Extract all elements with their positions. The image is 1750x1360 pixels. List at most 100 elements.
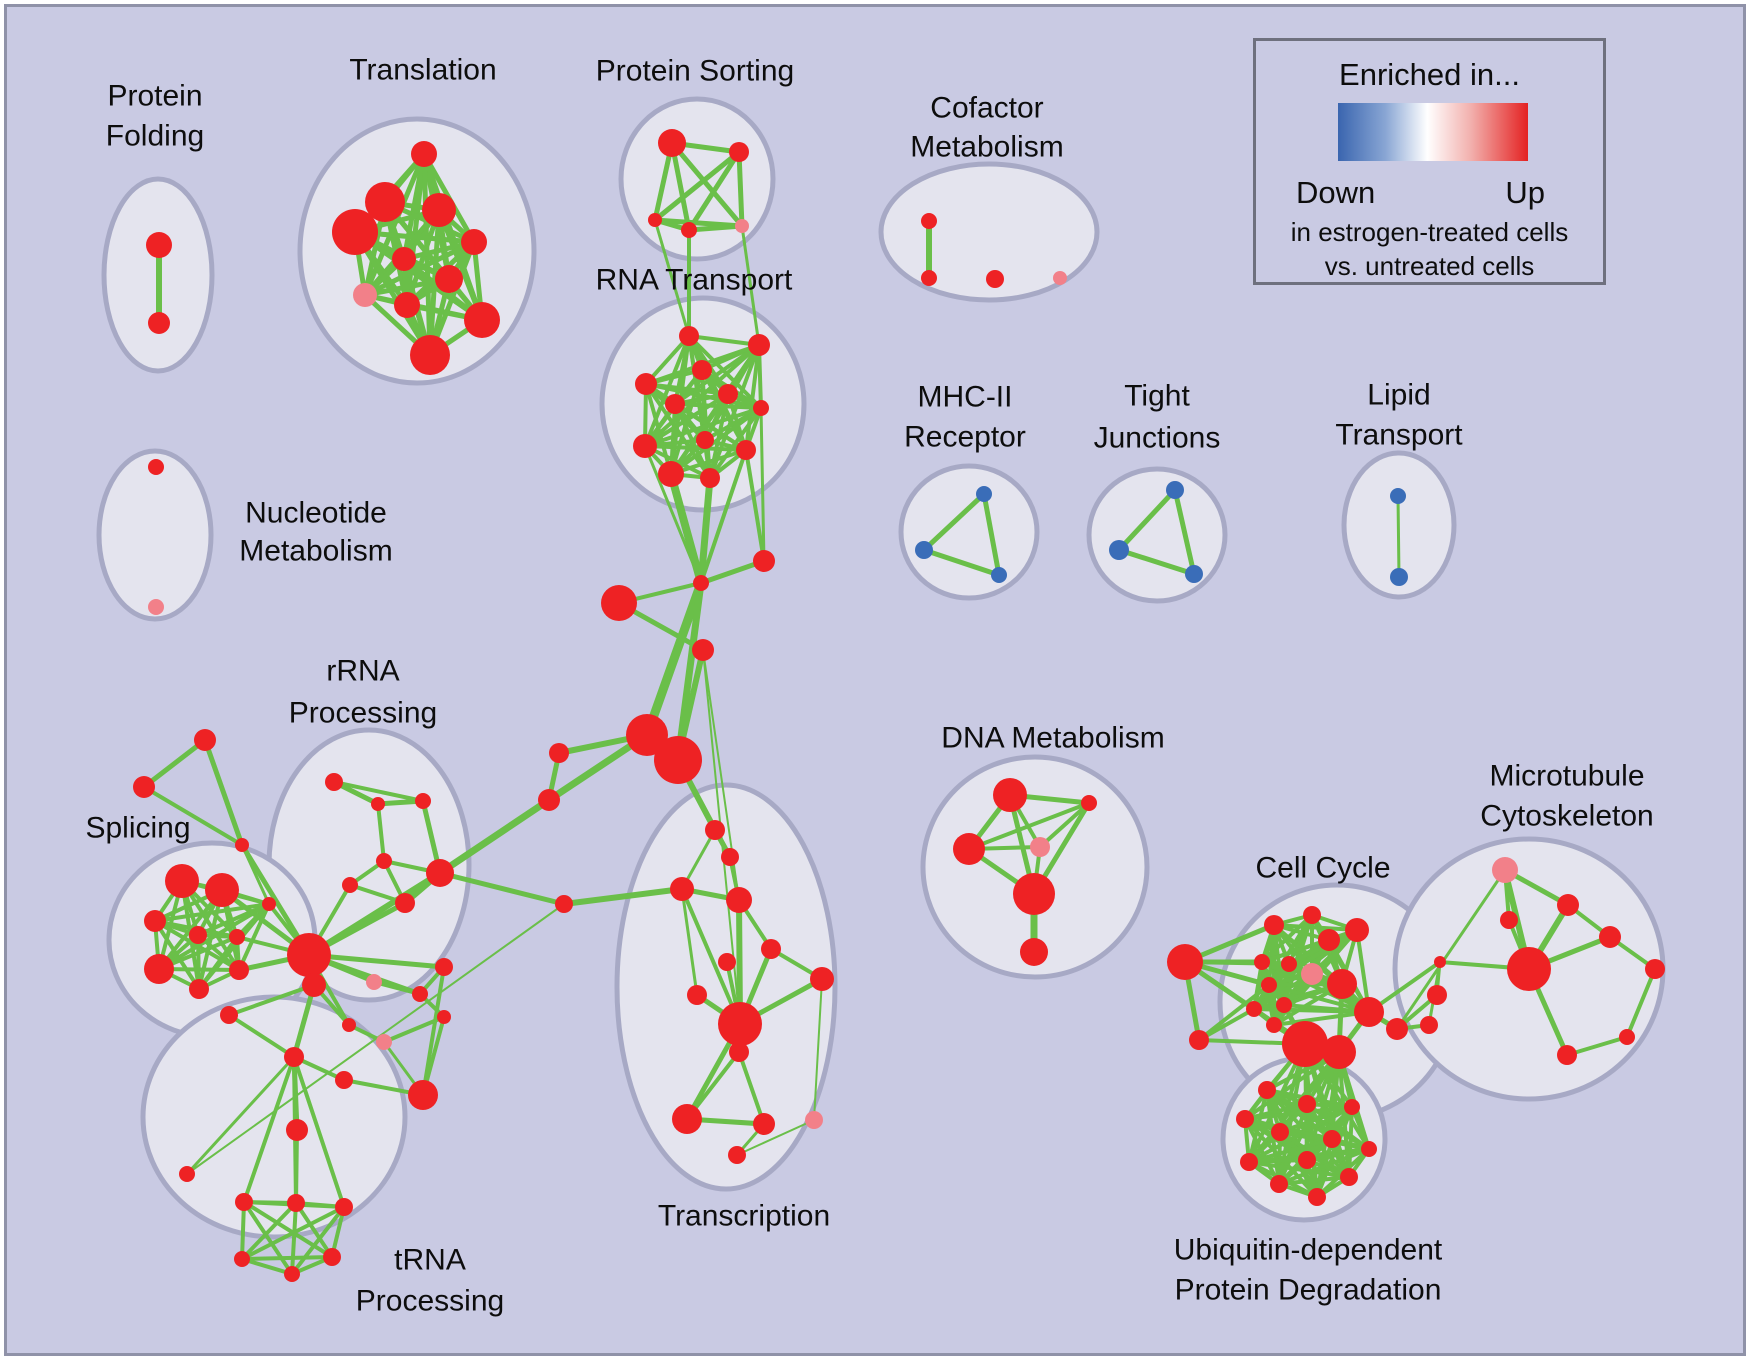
- node-cc8-red[interactable]: [1261, 977, 1277, 993]
- node-ps2-red[interactable]: [729, 142, 749, 162]
- node-tr6-red[interactable]: [718, 953, 736, 971]
- node-tr11-red[interactable]: [753, 1113, 775, 1135]
- node-cc18-red[interactable]: [1354, 997, 1384, 1027]
- node-t2-red[interactable]: [365, 182, 405, 222]
- node-tr13-red[interactable]: [728, 1146, 746, 1164]
- node-cf2-red[interactable]: [921, 270, 937, 286]
- node-cf1-red[interactable]: [921, 213, 937, 229]
- node-u3-red[interactable]: [1344, 1099, 1360, 1115]
- node-cc2-red[interactable]: [1303, 906, 1321, 924]
- node-ta1-red[interactable]: [194, 729, 216, 751]
- node-ta2-red[interactable]: [133, 776, 155, 798]
- node-tjx-red[interactable]: [284, 1047, 304, 1067]
- node-rr2-red[interactable]: [371, 797, 385, 811]
- node-tr7-red[interactable]: [810, 967, 834, 991]
- node-t11-red[interactable]: [410, 335, 450, 375]
- node-sp4-red[interactable]: [189, 926, 207, 944]
- node-mt9-red[interactable]: [1619, 1029, 1635, 1045]
- node-rr8-red[interactable]: [287, 933, 331, 977]
- node-tr8-red[interactable]: [687, 985, 707, 1005]
- node-u11-red[interactable]: [1270, 1175, 1288, 1193]
- node-ps4-red[interactable]: [681, 222, 697, 238]
- node-h6-red[interactable]: [234, 1251, 250, 1267]
- node-t6-red[interactable]: [392, 247, 416, 271]
- node-mt1-pink[interactable]: [1492, 857, 1518, 883]
- node-t3-red[interactable]: [422, 193, 456, 227]
- node-t9-red[interactable]: [394, 292, 420, 318]
- node-cc10-red[interactable]: [1246, 1001, 1262, 1017]
- node-d1-red[interactable]: [993, 778, 1027, 812]
- node-mt8-red[interactable]: [1557, 1045, 1577, 1065]
- node-r1-red[interactable]: [679, 326, 699, 346]
- node-u6-red[interactable]: [1323, 1130, 1341, 1148]
- node-nu1-red[interactable]: [148, 459, 164, 475]
- node-r8-red[interactable]: [696, 431, 714, 449]
- node-trh-red[interactable]: [718, 1002, 762, 1046]
- node-h3-red[interactable]: [335, 1198, 353, 1216]
- node-r5-red[interactable]: [718, 384, 738, 404]
- node-r2-red[interactable]: [748, 334, 770, 356]
- node-ub2-red[interactable]: [1322, 1035, 1356, 1069]
- node-d2-red[interactable]: [1081, 795, 1097, 811]
- node-t1-red[interactable]: [411, 141, 437, 167]
- node-cc14-red[interactable]: [1266, 1017, 1282, 1033]
- node-hub2-red[interactable]: [654, 736, 702, 784]
- node-cc20-red[interactable]: [1427, 985, 1447, 1005]
- node-u7-red[interactable]: [1361, 1141, 1377, 1157]
- node-tr2-red[interactable]: [721, 848, 739, 866]
- node-rr1-red[interactable]: [325, 773, 343, 791]
- node-sn1-red[interactable]: [549, 743, 569, 763]
- node-cc12-red[interactable]: [1189, 1030, 1209, 1050]
- node-cc1-red[interactable]: [1264, 915, 1284, 935]
- node-rr15-red[interactable]: [437, 1010, 451, 1024]
- node-u4-red[interactable]: [1236, 1110, 1254, 1128]
- node-pf1-red[interactable]: [146, 232, 172, 258]
- node-rr10-pink[interactable]: [366, 974, 382, 990]
- node-cc7-pink[interactable]: [1301, 963, 1323, 985]
- node-cc3-red[interactable]: [1318, 929, 1340, 951]
- node-mt3-red[interactable]: [1500, 911, 1518, 929]
- node-sn2-red[interactable]: [538, 789, 560, 811]
- node-tr12-pink[interactable]: [805, 1111, 823, 1129]
- node-r7-red[interactable]: [753, 400, 769, 416]
- node-ta3-red[interactable]: [235, 838, 249, 852]
- node-t10-red[interactable]: [464, 302, 500, 338]
- node-r10-red[interactable]: [736, 440, 756, 460]
- node-sp2-red[interactable]: [205, 873, 239, 907]
- node-pf2-red[interactable]: [148, 312, 170, 334]
- node-cc19-red[interactable]: [1386, 1018, 1408, 1040]
- node-cf3-red[interactable]: [986, 270, 1004, 288]
- node-tn2-red[interactable]: [335, 1071, 353, 1089]
- node-sp6-red[interactable]: [262, 897, 276, 911]
- node-h5-red[interactable]: [284, 1266, 300, 1282]
- node-r4-red[interactable]: [635, 373, 657, 395]
- node-u2-red[interactable]: [1298, 1095, 1316, 1113]
- node-hub1-red[interactable]: [626, 714, 668, 756]
- node-cc4-red[interactable]: [1345, 918, 1369, 942]
- node-t8-pink[interactable]: [353, 283, 377, 307]
- node-sp7-red[interactable]: [144, 954, 174, 984]
- node-d6-red[interactable]: [1020, 938, 1048, 966]
- node-u1-red[interactable]: [1258, 1081, 1276, 1099]
- node-x1-red[interactable]: [753, 550, 775, 572]
- node-mt5-red[interactable]: [1434, 956, 1446, 968]
- node-t4-red[interactable]: [332, 209, 378, 255]
- node-tr3-red[interactable]: [670, 877, 694, 901]
- node-tj1-blue[interactable]: [1166, 481, 1184, 499]
- node-h1-red[interactable]: [235, 1193, 253, 1211]
- node-sp5-red[interactable]: [229, 929, 245, 945]
- node-j2-red[interactable]: [692, 639, 714, 661]
- node-r9-red[interactable]: [633, 434, 657, 458]
- node-tr5-red[interactable]: [761, 939, 781, 959]
- node-tn4-red[interactable]: [179, 1166, 195, 1182]
- node-cc0-red[interactable]: [1167, 944, 1203, 980]
- node-u5-red[interactable]: [1271, 1123, 1289, 1141]
- node-m3-blue[interactable]: [991, 567, 1007, 583]
- node-tr1-red[interactable]: [705, 820, 725, 840]
- node-mt7-red[interactable]: [1645, 959, 1665, 979]
- node-b1-red[interactable]: [601, 585, 637, 621]
- node-t7-red[interactable]: [435, 265, 463, 293]
- node-u10-red[interactable]: [1340, 1168, 1358, 1186]
- node-mt6-red[interactable]: [1599, 926, 1621, 948]
- node-sp8-red[interactable]: [189, 979, 209, 999]
